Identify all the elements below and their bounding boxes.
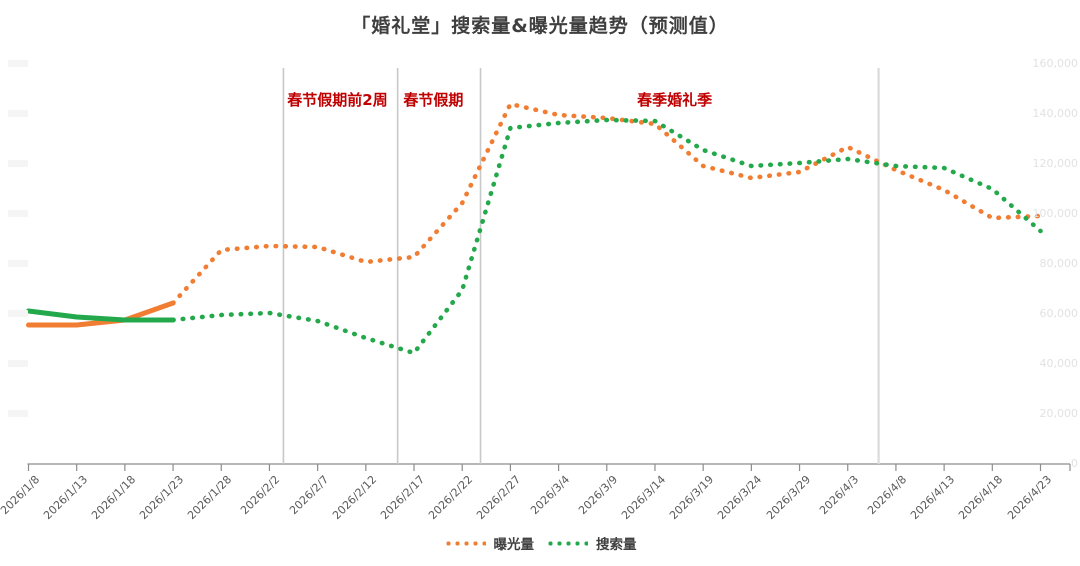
y-axis-label-left-redacted (8, 160, 28, 167)
series-dotted-exposure (170, 101, 1043, 306)
series-dotted-search (170, 117, 1043, 356)
y-axis-label-right: 0 (1071, 457, 1078, 470)
y-axis-label-left-redacted (8, 110, 28, 117)
legend-swatch-exposure-icon (443, 540, 486, 546)
legend: 曝光量 搜索量 (0, 533, 1080, 553)
y-axis-label-left-redacted (8, 310, 28, 317)
y-axis-label-right: 20,000 (1039, 407, 1079, 420)
annotation-text: 春季婚礼季 (637, 91, 713, 109)
y-axis-label-left-redacted (8, 210, 28, 217)
y-axis-label-right: 60,000 (1039, 307, 1079, 320)
y-axis-label-right: 40,000 (1039, 357, 1079, 370)
legend-label-search: 搜索量 (596, 537, 637, 553)
y-axis-label-right: 120,000 (1032, 157, 1079, 170)
series-solid-exposure (26, 300, 176, 328)
y-axis-label-left-redacted (8, 360, 28, 367)
y-axis-label-right: 100,000 (1032, 207, 1079, 220)
legend-item-search: 搜索量 (546, 533, 637, 553)
y-axis-label-right: 160,000 (1032, 57, 1079, 70)
series-solid-search (26, 308, 176, 323)
y-axis-label-right: 80,000 (1039, 257, 1079, 270)
legend-item-exposure: 曝光量 (443, 533, 535, 553)
y-axis-label-left-redacted (8, 260, 28, 267)
annotation-text: 春节假期前2周 (287, 91, 388, 109)
legend-swatch-search-icon (546, 540, 588, 546)
annotation-text: 春节假期 (403, 91, 464, 109)
y-axis-label-right: 140,000 (1032, 107, 1079, 120)
y-axis-label-left-redacted (8, 60, 28, 67)
chart-title: 「婚礼堂」搜索量&曝光量趋势（预测值） (351, 15, 729, 37)
y-axis-label-left-redacted (8, 410, 28, 417)
legend-label-exposure: 曝光量 (493, 537, 535, 553)
